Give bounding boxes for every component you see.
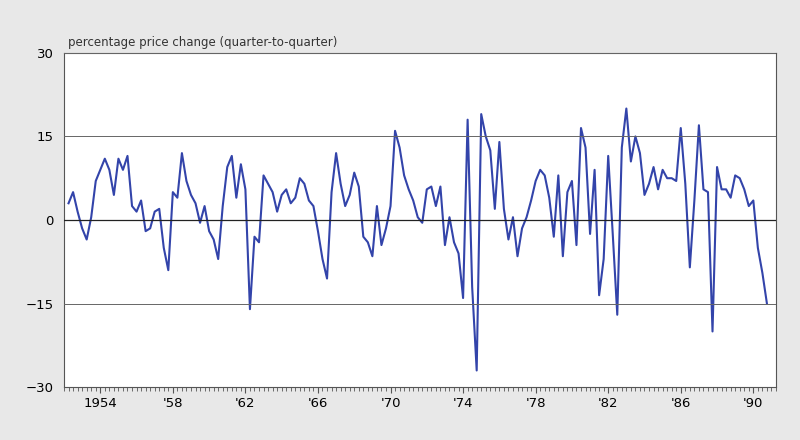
Text: percentage price change (quarter-to-quarter): percentage price change (quarter-to-quar… — [67, 37, 337, 49]
